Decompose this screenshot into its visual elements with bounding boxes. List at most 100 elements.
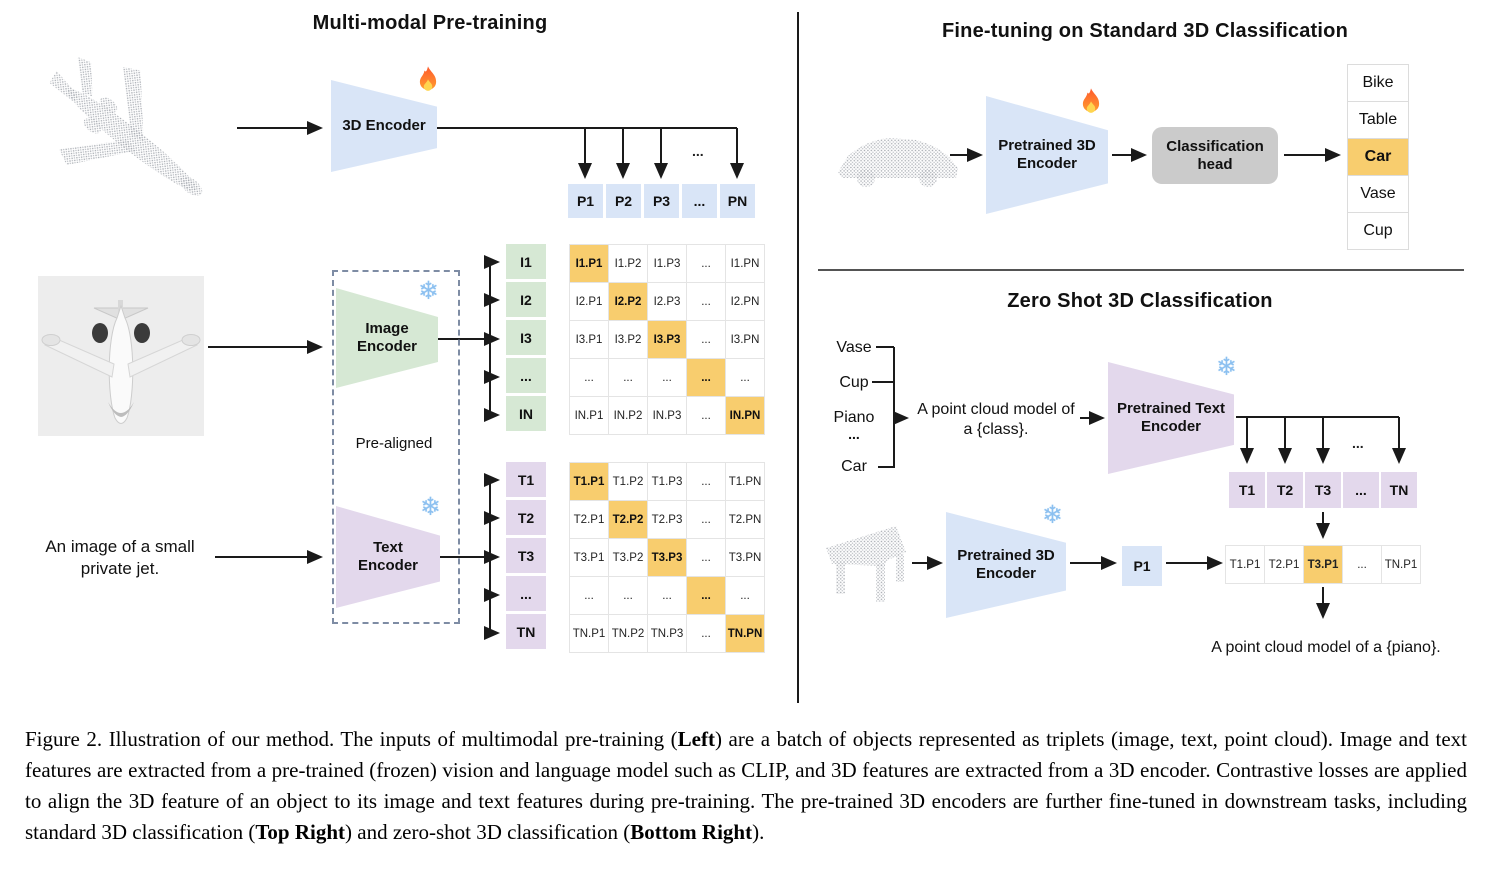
text-similarity-cell: ... bbox=[609, 577, 647, 614]
image-feature-column: I1 I2 I3... IN bbox=[506, 244, 546, 431]
image-similarity-cell: ... bbox=[726, 359, 764, 396]
image-similarity-cell: IN.P1 bbox=[570, 397, 608, 434]
p-feature-cell: P3 bbox=[644, 184, 679, 218]
zeroshot-class-label: Cup bbox=[839, 374, 869, 391]
similarity-row: T1.P1 T2.P1 T3.P1... TN.P1 bbox=[1225, 545, 1421, 584]
text-similarity-cell: TN.P2 bbox=[609, 615, 647, 652]
class-option: Vase bbox=[1348, 176, 1408, 213]
image-feature-cell: IN bbox=[506, 396, 546, 431]
zeroshot-class-label: Vase bbox=[836, 339, 872, 356]
image-point-similarity-matrix: I1.P1 I1.P2 I1.P3... I1.PN I2.P1 I2.P2 I2.P3..… bbox=[569, 244, 765, 435]
image-similarity-diagonal-cell: I1.P1 bbox=[570, 245, 608, 282]
prompt-text: A point cloud model of a {class}. bbox=[912, 400, 1080, 440]
class-option: Cup bbox=[1348, 213, 1408, 249]
p-feature-row: P1 P2 P3... PN bbox=[568, 184, 755, 218]
caption-bold-text: Left bbox=[677, 727, 715, 751]
text-similarity-cell: T3.P2 bbox=[609, 539, 647, 576]
image-similarity-diagonal-cell: IN.PN bbox=[726, 397, 764, 434]
jet-photo-input bbox=[38, 276, 204, 436]
text-feature-cell: ... bbox=[506, 576, 546, 611]
image-similarity-cell: I2.P3 bbox=[648, 283, 686, 320]
snowflake-icon: ❄ bbox=[420, 493, 441, 521]
car-point-cloud bbox=[838, 138, 958, 187]
snowflake-icon: ❄ bbox=[1216, 353, 1237, 381]
image-similarity-cell: ... bbox=[687, 245, 725, 282]
p1-feature-cell: P1 bbox=[1122, 546, 1162, 586]
classification-head-label-line2: head bbox=[1197, 155, 1233, 173]
classification-head-label-line1: Classification bbox=[1166, 137, 1264, 155]
text-feature-column: T1 T2 T3... TN bbox=[506, 462, 546, 649]
class-option: Table bbox=[1348, 102, 1408, 139]
prompt-line2: a {class}. bbox=[963, 421, 1029, 438]
image-similarity-diagonal-cell: ... bbox=[687, 359, 725, 396]
text-similarity-cell: ... bbox=[687, 539, 725, 576]
text-similarity-cell: T2.P1 bbox=[570, 501, 608, 538]
snowflake-icon: ❄ bbox=[418, 277, 439, 305]
similarity-cell: T3.P1 bbox=[1304, 546, 1342, 583]
text-similarity-cell: ... bbox=[726, 577, 764, 614]
zeroshot-text-feature-cell: ... bbox=[1343, 472, 1379, 508]
text-similarity-cell: T1.P2 bbox=[609, 463, 647, 500]
piano-point-cloud bbox=[826, 526, 906, 602]
pretraining-title: Multi-modal Pre-training bbox=[312, 12, 548, 34]
zeroshot-3d-encoder-label-line1: Pretrained 3D bbox=[957, 547, 1055, 564]
image-similarity-cell: I1.P3 bbox=[648, 245, 686, 282]
image-similarity-cell: ... bbox=[687, 321, 725, 358]
image-similarity-cell: I2.PN bbox=[726, 283, 764, 320]
image-similarity-diagonal-cell: I2.P2 bbox=[609, 283, 647, 320]
zeroshot-class-label: ... bbox=[848, 426, 860, 442]
prealigned-box bbox=[332, 270, 460, 624]
image-similarity-cell: IN.P2 bbox=[609, 397, 647, 434]
text-similarity-cell: TN.P1 bbox=[570, 615, 608, 652]
caption-text: ). bbox=[752, 820, 765, 844]
image-similarity-cell: I2.P1 bbox=[570, 283, 608, 320]
fire-icon bbox=[419, 66, 437, 91]
branch-ellipsis: ... bbox=[692, 143, 704, 159]
similarity-cell: TN.P1 bbox=[1382, 546, 1420, 583]
image-feature-cell: I2 bbox=[506, 282, 546, 317]
caption-text: ) are a batch of objects represented as … bbox=[25, 727, 1467, 844]
text-input-line2: private jet. bbox=[80, 559, 160, 578]
image-similarity-cell: ... bbox=[687, 397, 725, 434]
zeroshot-text-feature-row: T1 T2 T3... TN bbox=[1229, 472, 1417, 508]
p-feature-cell: P2 bbox=[606, 184, 641, 218]
zeroshot-text-feature-cell: TN bbox=[1381, 472, 1417, 508]
text-input-caption: An image of a small private jet. bbox=[30, 536, 210, 580]
image-encoder-label-line2: Encoder bbox=[356, 338, 417, 355]
text-similarity-cell: ... bbox=[570, 577, 608, 614]
finetune-encoder-label-line2: Encoder bbox=[1016, 155, 1077, 172]
class-option: Car bbox=[1348, 139, 1408, 176]
zeroshot-3d-encoder-label-line2: Encoder bbox=[975, 565, 1036, 582]
caption-bold-text: Bottom Right bbox=[630, 820, 753, 844]
text-similarity-cell: ... bbox=[687, 501, 725, 538]
finetune-pretrained-3d-encoder: Pretrained 3D Encoder bbox=[986, 96, 1108, 214]
text-similarity-cell: T2.PN bbox=[726, 501, 764, 538]
text-feature-cell: T1 bbox=[506, 462, 546, 497]
text-similarity-cell: ... bbox=[687, 615, 725, 652]
image-similarity-cell: I1.P2 bbox=[609, 245, 647, 282]
text-similarity-diagonal-cell: ... bbox=[687, 577, 725, 614]
zeroshot-text-feature-cell: T3 bbox=[1305, 472, 1341, 508]
image-similarity-cell: ... bbox=[570, 359, 608, 396]
image-similarity-diagonal-cell: I3.P3 bbox=[648, 321, 686, 358]
text-encoder-label-line1: Text bbox=[373, 539, 403, 556]
text-similarity-cell: ... bbox=[648, 577, 686, 614]
text-feature-cell: TN bbox=[506, 614, 546, 649]
caption-text: ) and zero-shot 3D classification ( bbox=[345, 820, 631, 844]
p-feature-cell: P1 bbox=[568, 184, 603, 218]
image-similarity-cell: I3.PN bbox=[726, 321, 764, 358]
airplane-point-cloud bbox=[49, 56, 203, 196]
zeroshot-text-feature-cell: T1 bbox=[1229, 472, 1265, 508]
text-feature-cell: T3 bbox=[506, 538, 546, 573]
text-point-similarity-matrix: T1.P1 T1.P2 T1.P3... T1.PN T2.P1 T2.P2 T2.P3..… bbox=[569, 462, 765, 653]
image-feature-cell: I1 bbox=[506, 244, 546, 279]
image-similarity-cell: ... bbox=[687, 283, 725, 320]
text-similarity-cell: TN.P3 bbox=[648, 615, 686, 652]
image-similarity-cell: I3.P2 bbox=[609, 321, 647, 358]
fire-icon bbox=[1082, 88, 1100, 113]
text-similarity-diagonal-cell: T1.P1 bbox=[570, 463, 608, 500]
zeroshot-class-label: Piano bbox=[833, 409, 875, 426]
image-encoder-label-line1: Image bbox=[365, 320, 409, 337]
jet-photo-drawing bbox=[41, 300, 201, 424]
